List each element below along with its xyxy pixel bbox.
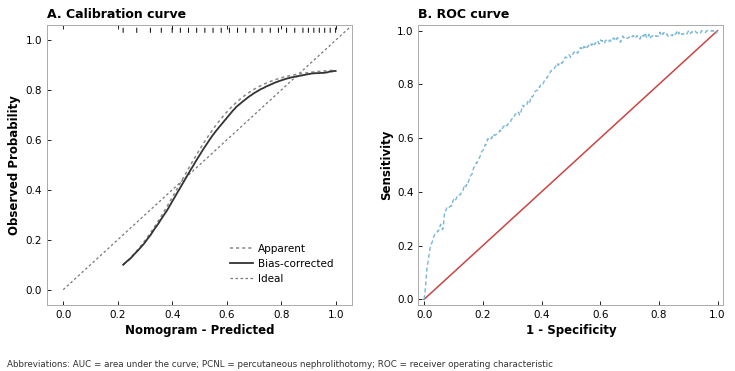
X-axis label: 1 - Specificity: 1 - Specificity xyxy=(526,324,616,337)
Legend: Apparent, Bias-corrected, Ideal: Apparent, Bias-corrected, Ideal xyxy=(226,240,337,288)
Y-axis label: Sensitivity: Sensitivity xyxy=(380,130,392,200)
Text: Abbreviations: AUC = area under the curve; PCNL = percutaneous nephrolithotomy; : Abbreviations: AUC = area under the curv… xyxy=(7,360,553,369)
Y-axis label: Observed Probability: Observed Probability xyxy=(8,95,21,235)
X-axis label: Nomogram - Predicted: Nomogram - Predicted xyxy=(125,324,274,337)
Text: B. ROC curve: B. ROC curve xyxy=(418,8,509,22)
Text: A. Calibration curve: A. Calibration curve xyxy=(47,8,186,22)
